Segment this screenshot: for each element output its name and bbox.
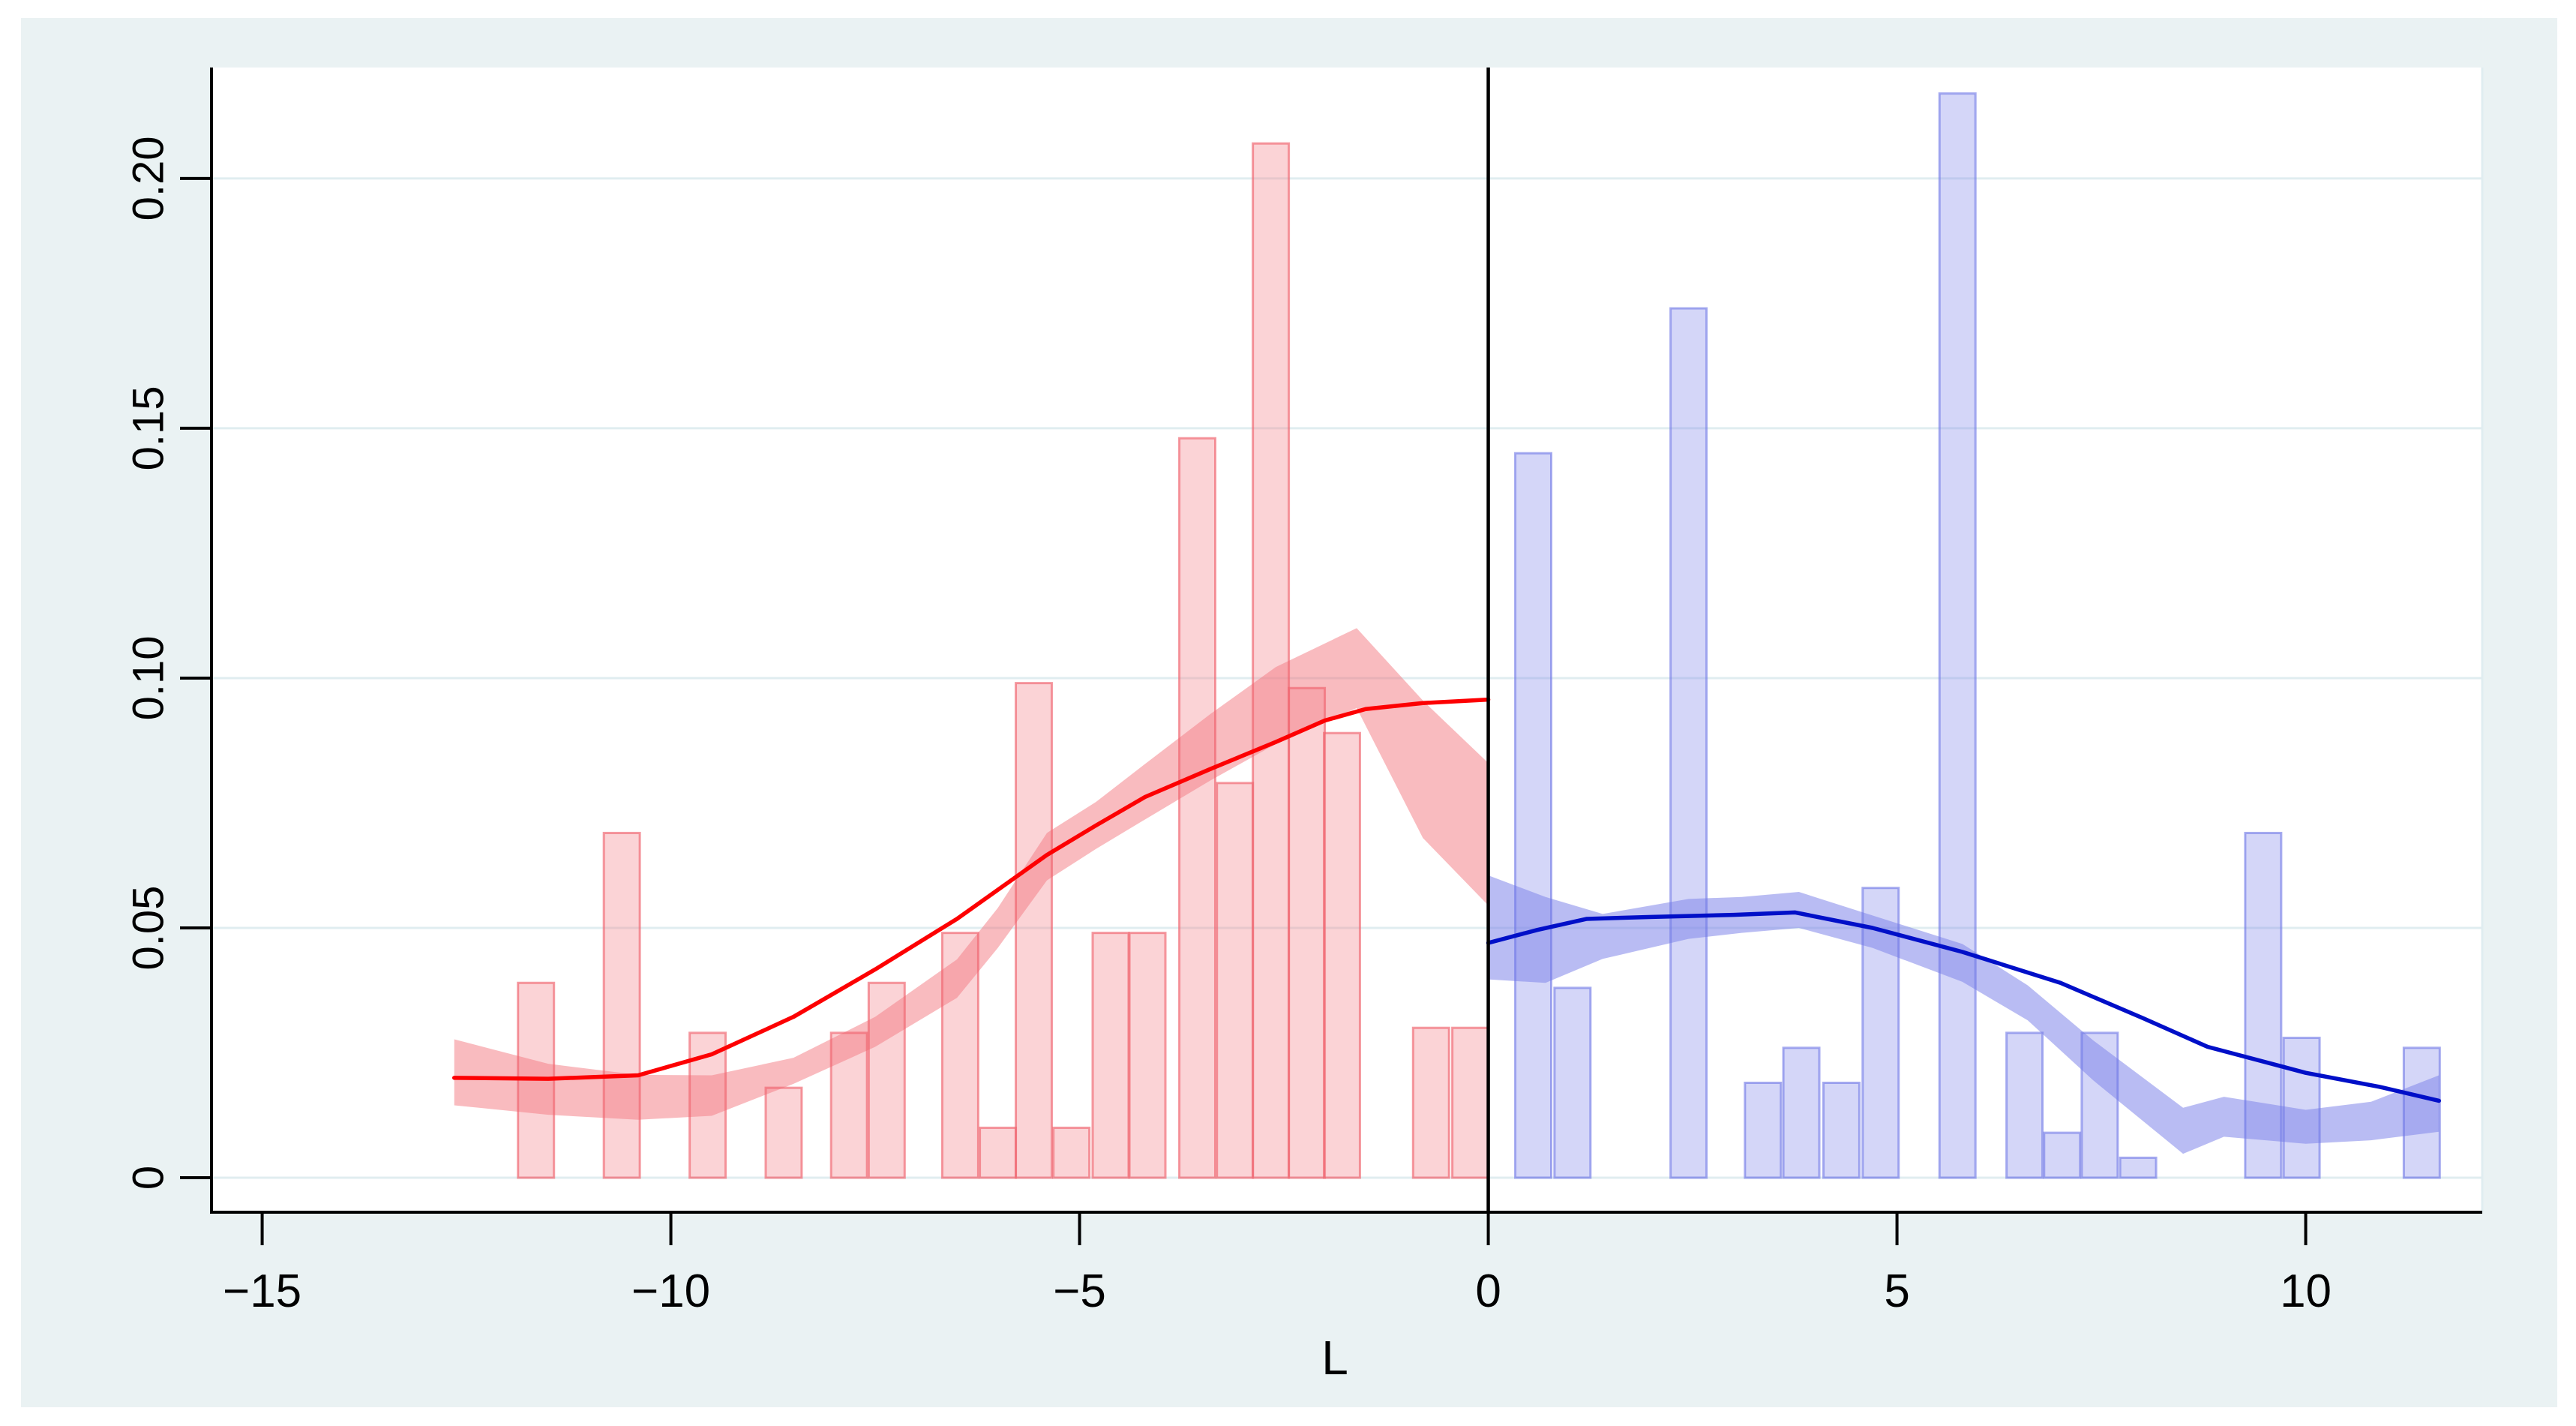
y-tick-label: 0.10	[124, 636, 172, 721]
red-histogram-bar	[1128, 932, 1167, 1179]
red-ci-band	[454, 628, 1489, 1120]
red-histogram-bar	[764, 1086, 803, 1179]
x-tick-label: 0	[1475, 1265, 1501, 1317]
blue-histogram-bar	[2244, 831, 2283, 1179]
y-tick-label: 0.05	[124, 886, 172, 971]
x-tick-label: −5	[1053, 1265, 1106, 1317]
axes	[210, 68, 2482, 1214]
blue-histogram-bar	[1822, 1081, 1861, 1179]
blue-histogram-bar	[1514, 452, 1552, 1179]
confidence-bands	[454, 628, 2440, 1154]
red-histogram-bar	[1252, 142, 1291, 1179]
red-histogram-bar	[940, 932, 979, 1179]
red-histogram-bar	[867, 981, 906, 1179]
red-histogram-bar	[1216, 782, 1255, 1179]
blue-histogram-bar	[1782, 1046, 1821, 1179]
blue-histogram-bar	[2005, 1031, 2044, 1179]
y-tick-label: 0	[124, 1166, 172, 1190]
red-histogram-bar	[1178, 437, 1217, 1179]
plot-region-background	[211, 68, 2482, 1212]
red-histogram-bar	[1091, 932, 1130, 1179]
x-tick-label: 5	[1884, 1265, 1909, 1317]
x-tick-label: −10	[631, 1265, 710, 1317]
blue-fit-line	[1486, 910, 2441, 1103]
red-histogram-bar	[1015, 682, 1054, 1179]
red-histogram-bar	[1288, 686, 1327, 1179]
blue-histogram-bar	[2043, 1131, 2082, 1179]
red-histogram-bar	[602, 831, 641, 1179]
histogram-bars	[517, 92, 2441, 1179]
blue-histogram-bar	[2080, 1031, 2119, 1179]
blue-histogram-bar	[1861, 887, 1900, 1179]
x-tick-label: 10	[2280, 1265, 2332, 1317]
y-tick-label: 0.15	[124, 386, 172, 470]
x-axis-title: L	[1321, 1331, 1348, 1385]
red-fit-line	[451, 697, 1491, 1081]
blue-histogram-bar	[1669, 307, 1708, 1179]
red-histogram-bar	[1411, 1026, 1450, 1179]
blue-histogram-bar	[1938, 92, 1977, 1179]
y-tick-label: 0.20	[124, 136, 172, 221]
blue-histogram-bar	[1744, 1081, 1783, 1179]
red-histogram-bar	[1451, 1026, 1490, 1179]
x-tick-label: −15	[223, 1265, 301, 1317]
red-histogram-bar	[1322, 731, 1361, 1179]
blue-histogram-bar	[1553, 986, 1592, 1179]
blue-histogram-bar	[2119, 1156, 2158, 1179]
blue-ci-band	[1488, 875, 2440, 1154]
fit-lines	[451, 697, 2441, 1103]
blue-histogram-bar	[2282, 1037, 2321, 1179]
blue-histogram-bar	[2402, 1046, 2441, 1179]
tick-marks-and-labels: 0 0.05 0.10 0.15 0.20 −15 −10 −5 0 5 10	[124, 136, 2332, 1317]
red-histogram-bar	[979, 1126, 1018, 1179]
red-histogram-bar	[829, 1031, 868, 1179]
red-histogram-bar	[1052, 1126, 1091, 1179]
